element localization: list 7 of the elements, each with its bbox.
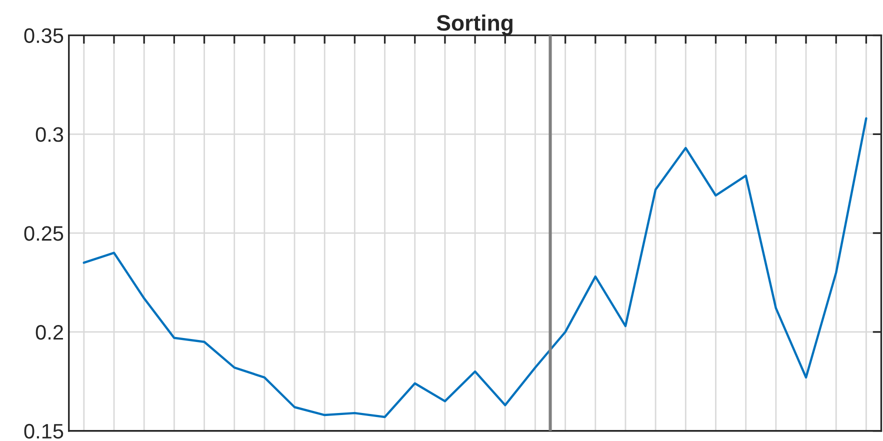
y-tick-label: 0.2 bbox=[36, 324, 63, 340]
y-tick-label: 0.25 bbox=[24, 226, 64, 241]
chart-title: Sorting bbox=[436, 14, 512, 36]
y-tick-label: 0.35 bbox=[24, 28, 64, 44]
line-series bbox=[82, 117, 868, 418]
y-tick-label: 0.15 bbox=[24, 424, 64, 439]
y-tick-label: 0.3 bbox=[36, 127, 64, 142]
